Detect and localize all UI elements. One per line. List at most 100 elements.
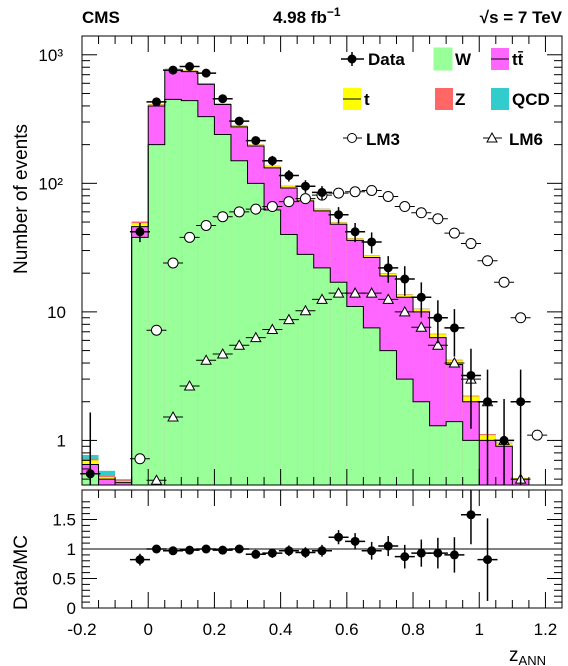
lm3-marker xyxy=(234,207,244,217)
lm3-marker xyxy=(267,202,277,212)
bar xyxy=(463,440,480,485)
lm3-marker xyxy=(367,185,377,195)
stack-layer-W xyxy=(82,99,479,485)
legend-data-label: Data xyxy=(368,50,405,69)
ratio-axes: 0 0.5 1 1.5 -0.2 0 0.2 0.4 0.6 0.8 1 1.2 xyxy=(52,490,562,639)
data-point xyxy=(417,293,426,302)
ratio-point xyxy=(318,546,327,555)
ratio-point xyxy=(384,542,393,551)
lm3-marker xyxy=(532,430,542,440)
stacked-histogram xyxy=(82,69,529,485)
legend-w: W xyxy=(434,48,472,70)
data-point xyxy=(135,227,144,236)
lm3-marker xyxy=(168,258,178,268)
legend-lm6: LM6 xyxy=(483,130,543,149)
lm3-marker xyxy=(400,202,410,212)
bar xyxy=(380,351,397,485)
lm3-marker xyxy=(185,232,195,242)
data-point xyxy=(400,275,409,284)
data-point xyxy=(86,469,95,478)
lm3-marker xyxy=(350,187,360,197)
bar xyxy=(132,237,149,485)
energy-label: √s = 7 TeV xyxy=(480,8,563,27)
luminosity-label: 4.98 fb−1 xyxy=(273,5,341,27)
bar xyxy=(148,145,165,485)
y-tick-label: 10 xyxy=(47,303,66,322)
ratio-point xyxy=(152,545,161,554)
legend-lm6-label: LM6 xyxy=(509,130,543,149)
lm3-marker xyxy=(135,454,145,464)
legend-w-label: W xyxy=(455,50,472,69)
bar xyxy=(330,282,347,485)
ratio-point xyxy=(433,549,442,558)
ratio-point xyxy=(169,546,178,555)
ratio-point xyxy=(400,552,409,561)
bar xyxy=(396,379,413,485)
y-tick-label: 10² xyxy=(38,174,63,193)
lm3-marker xyxy=(449,228,459,238)
lm3-marker xyxy=(466,239,476,249)
lm3-marker xyxy=(516,313,526,323)
data-point xyxy=(268,156,277,165)
data-point xyxy=(433,313,442,322)
ratio-y-tick-label: 0 xyxy=(67,599,76,618)
legend-lm3-label: LM3 xyxy=(366,130,400,149)
data-point xyxy=(152,97,161,106)
legend-z: Z xyxy=(435,88,465,110)
ratio-point xyxy=(185,546,194,555)
main-plot: 11010²10³ xyxy=(38,36,562,485)
ratio-points xyxy=(82,490,562,601)
data-point xyxy=(466,371,475,380)
x-tick-label: 0.4 xyxy=(269,620,293,639)
lm3-marker xyxy=(300,194,310,204)
lm3-marker xyxy=(334,188,344,198)
legend-data: Data xyxy=(341,50,405,69)
data-point xyxy=(218,94,227,103)
x-tick-label: 1.2 xyxy=(534,620,558,639)
ratio-y-axis-title: Data/MC xyxy=(11,535,32,610)
ratio-point xyxy=(466,510,475,519)
legend-ttbar-label: tt̄ xyxy=(512,50,524,69)
data-point xyxy=(185,62,194,71)
ratio-point xyxy=(251,550,260,559)
ratio-point xyxy=(301,548,310,557)
data-point xyxy=(500,436,509,445)
data-point xyxy=(483,397,492,406)
legend-t: t xyxy=(343,88,370,110)
y-axis-title: Number of events xyxy=(11,124,32,274)
bar xyxy=(347,307,364,485)
ratio-point xyxy=(268,549,277,558)
ratio-point xyxy=(417,549,426,558)
x-tick-label: 0.8 xyxy=(401,620,425,639)
data-point xyxy=(301,182,310,191)
legend: Data W tt̄ t Z QCD LM3 xyxy=(341,48,550,149)
data-point xyxy=(367,237,376,246)
x-tick-label: 0.2 xyxy=(203,620,227,639)
legend-t-label: t xyxy=(364,90,370,109)
data-point xyxy=(202,69,211,78)
bar xyxy=(430,426,447,485)
legend-qcd-label: QCD xyxy=(512,90,550,109)
data-point xyxy=(516,397,525,406)
experiment-label: CMS xyxy=(82,8,120,27)
lm3-marker xyxy=(433,214,443,224)
legend-ttbar: tt̄ xyxy=(491,48,524,70)
data-point xyxy=(318,188,327,197)
x-axis-title: zANN xyxy=(509,645,546,666)
bar xyxy=(99,479,116,485)
ratio-point xyxy=(367,546,376,555)
data-point xyxy=(169,66,178,75)
lm3-marker xyxy=(284,197,294,207)
ratio-point xyxy=(483,555,492,564)
x-tick-label: 0 xyxy=(143,620,152,639)
legend-z-label: Z xyxy=(455,90,465,109)
bar xyxy=(264,210,281,485)
x-tick-label: -0.2 xyxy=(67,620,96,639)
data-point xyxy=(284,171,293,180)
bar xyxy=(413,402,430,485)
data-point xyxy=(351,227,360,236)
bar xyxy=(198,117,215,485)
ratio-y-tick-label: 0.5 xyxy=(52,570,76,589)
ratio-point xyxy=(450,550,459,559)
